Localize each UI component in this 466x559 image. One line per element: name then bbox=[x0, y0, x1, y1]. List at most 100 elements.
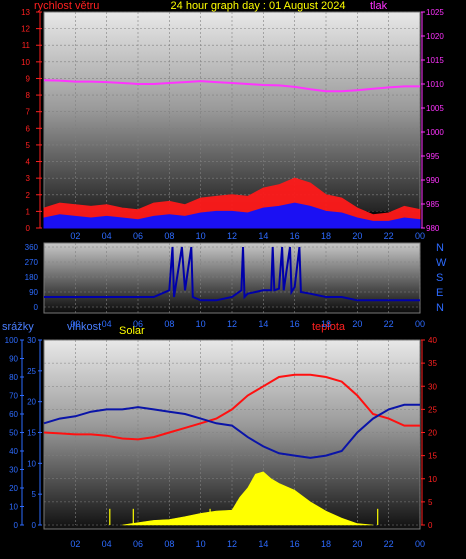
direction-tick-02: 02 bbox=[70, 319, 80, 329]
humidity-tick-10: 10 bbox=[27, 459, 36, 468]
pressure-label: tlak bbox=[370, 0, 388, 12]
temperature-tick-0: 0 bbox=[428, 521, 433, 530]
temperature-tick-15: 15 bbox=[428, 452, 437, 461]
direction-tick-270: 270 bbox=[25, 258, 39, 267]
direction-tick-08: 08 bbox=[164, 319, 174, 329]
compass-label-4: N bbox=[436, 302, 444, 314]
wind-tick-20: 20 bbox=[352, 231, 362, 241]
wind-tick-11: 11 bbox=[22, 41, 31, 50]
wind-speed-area bbox=[43, 202, 421, 229]
pressure-tick-980: 980 bbox=[426, 224, 440, 233]
pressure-tick-1025: 1025 bbox=[426, 8, 444, 17]
temp-tick-02: 02 bbox=[70, 539, 80, 549]
direction-tick-90: 90 bbox=[29, 288, 38, 297]
temp-tick-20: 20 bbox=[352, 539, 362, 549]
wind-direction-panel bbox=[43, 242, 421, 314]
temperature-tick-35: 35 bbox=[428, 359, 437, 368]
wind-speed-label: rychlost větru bbox=[34, 0, 99, 12]
humidity-tick-0: 0 bbox=[32, 521, 37, 530]
pressure-tick-1010: 1010 bbox=[426, 80, 444, 89]
wind-tick-08: 08 bbox=[164, 231, 174, 241]
wind-tick-12: 12 bbox=[21, 25, 30, 34]
wind-tick-18: 18 bbox=[321, 231, 331, 241]
wind-tick-02: 02 bbox=[70, 231, 80, 241]
wind-tick-04: 04 bbox=[102, 231, 112, 241]
wind-tick-2: 2 bbox=[26, 191, 31, 200]
direction-tick-14: 14 bbox=[258, 319, 268, 329]
direction-tick-12: 12 bbox=[227, 319, 237, 329]
rain-tick-0: 0 bbox=[14, 521, 19, 530]
direction-tick-00: 00 bbox=[415, 319, 425, 329]
humidity-tick-5: 5 bbox=[32, 490, 37, 499]
rain-tick-90: 90 bbox=[9, 355, 18, 364]
rain-tick-30: 30 bbox=[9, 466, 18, 475]
temperature-tick-5: 5 bbox=[428, 498, 433, 507]
compass-label-2: S bbox=[436, 272, 443, 284]
direction-tick-04: 04 bbox=[102, 319, 112, 329]
pressure-tick-1020: 1020 bbox=[426, 32, 444, 41]
rain-tick-40: 40 bbox=[9, 447, 18, 456]
temp-tick-00: 00 bbox=[415, 539, 425, 549]
temp-tick-06: 06 bbox=[133, 539, 143, 549]
wind-tick-10: 10 bbox=[21, 58, 30, 67]
wind-tick-7: 7 bbox=[26, 108, 31, 117]
temp-tick-14: 14 bbox=[258, 539, 268, 549]
wind-tick-14: 14 bbox=[258, 231, 268, 241]
wind-tick-8: 8 bbox=[26, 91, 31, 100]
wind-tick-4: 4 bbox=[26, 158, 31, 167]
direction-tick-18: 18 bbox=[321, 319, 331, 329]
pressure-tick-1005: 1005 bbox=[426, 104, 444, 113]
direction-tick-360: 360 bbox=[25, 243, 39, 252]
rain-tick-70: 70 bbox=[9, 392, 18, 401]
wind-tick-0: 0 bbox=[26, 224, 31, 233]
pressure-tick-985: 985 bbox=[426, 200, 440, 209]
rain-tick-100: 100 bbox=[5, 336, 19, 345]
temp-tick-08: 08 bbox=[164, 539, 174, 549]
pressure-tick-1000: 1000 bbox=[426, 128, 444, 137]
wind-tick-00: 00 bbox=[415, 231, 425, 241]
temperature-tick-10: 10 bbox=[428, 475, 437, 484]
wind-tick-06: 06 bbox=[133, 231, 143, 241]
wind-tick-3: 3 bbox=[26, 174, 31, 183]
pressure-line bbox=[43, 79, 420, 93]
humidity-tick-15: 15 bbox=[27, 429, 36, 438]
temp-tick-16: 16 bbox=[290, 539, 300, 549]
solar-area bbox=[122, 471, 374, 526]
temp-tick-12: 12 bbox=[227, 539, 237, 549]
temp-tick-10: 10 bbox=[196, 539, 206, 549]
compass-label-3: E bbox=[436, 287, 443, 299]
temp-tick-18: 18 bbox=[321, 539, 331, 549]
temperature-tick-30: 30 bbox=[428, 382, 437, 391]
wind-tick-13: 13 bbox=[21, 8, 30, 17]
wind-tick-22: 22 bbox=[384, 231, 394, 241]
compass-label-1: W bbox=[436, 257, 447, 269]
compass-label-0: N bbox=[436, 242, 444, 254]
humidity-tick-30: 30 bbox=[27, 336, 36, 345]
rain-tick-80: 80 bbox=[9, 373, 18, 382]
wind-tick-16: 16 bbox=[290, 231, 300, 241]
direction-tick-20: 20 bbox=[352, 319, 362, 329]
temp-tick-04: 04 bbox=[102, 539, 112, 549]
rain-tick-20: 20 bbox=[9, 484, 18, 493]
wind-tick-9: 9 bbox=[26, 74, 31, 83]
direction-tick-16: 16 bbox=[290, 319, 300, 329]
pressure-tick-1015: 1015 bbox=[426, 56, 444, 65]
rain-tick-60: 60 bbox=[9, 410, 18, 419]
direction-tick-06: 06 bbox=[133, 319, 143, 329]
humidity-tick-20: 20 bbox=[27, 398, 36, 407]
temperature-label: teplota bbox=[312, 321, 346, 333]
temp-tick-22: 22 bbox=[384, 539, 394, 549]
humidity-label: vlhkost bbox=[67, 321, 101, 333]
wind-tick-5: 5 bbox=[26, 141, 31, 150]
temperature-tick-25: 25 bbox=[428, 405, 437, 414]
wind-tick-6: 6 bbox=[26, 124, 31, 133]
humidity-tick-25: 25 bbox=[27, 367, 36, 376]
wind-tick-12: 12 bbox=[227, 231, 237, 241]
pressure-tick-990: 990 bbox=[426, 176, 440, 185]
rain-tick-50: 50 bbox=[9, 429, 18, 438]
direction-tick-180: 180 bbox=[25, 273, 39, 282]
wind-tick-10: 10 bbox=[196, 231, 206, 241]
pressure-tick-995: 995 bbox=[426, 152, 440, 161]
